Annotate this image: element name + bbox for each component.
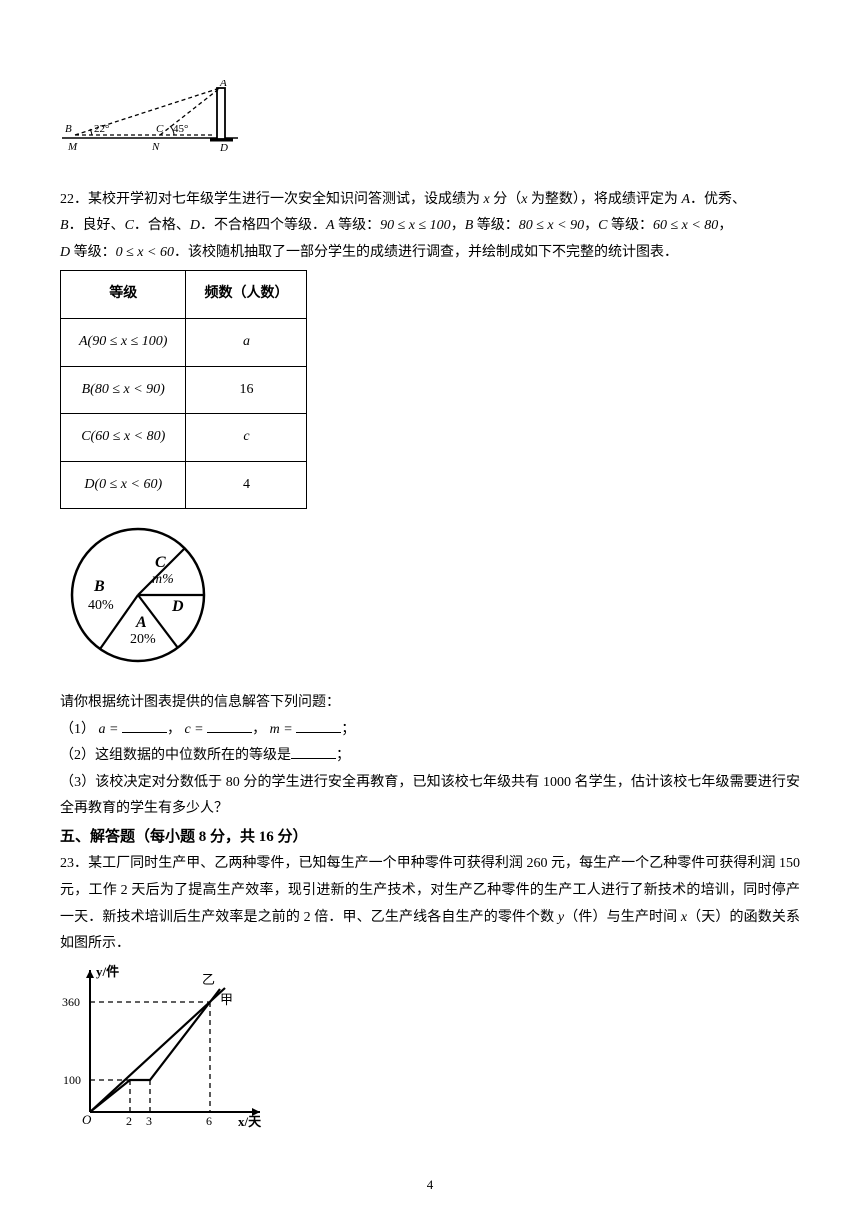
th-grade: 等级	[61, 271, 186, 319]
angle-45: 45°	[173, 123, 188, 135]
label-B: B	[65, 123, 72, 135]
q22-number: 22．	[60, 192, 88, 207]
th-count: 频数（人数）	[186, 271, 307, 319]
angle-22: 22°	[94, 123, 109, 135]
table-row: D(0 ≤ x < 60) 4	[61, 461, 307, 509]
pie-label-B: B	[93, 578, 105, 595]
xtick-2: 2	[126, 1114, 132, 1128]
label-C: C	[156, 123, 164, 135]
ytick-360: 360	[62, 995, 80, 1009]
page-number: 4	[0, 1173, 860, 1198]
q22-p1: （1） a = ， c = ， m = ；	[60, 717, 800, 744]
function-graph: y/件 x/天 O 360 100 2 3 6 乙 甲	[60, 962, 270, 1132]
blank-c[interactable]	[207, 719, 252, 733]
label-D: D	[219, 142, 228, 154]
pie-label-A: A	[135, 614, 147, 631]
q22-p3: （3）该校决定对分数低于 80 分的学生进行安全再教育，已知该校七年级共有 10…	[60, 770, 800, 823]
q23-number: 23．	[60, 856, 88, 871]
pie-label-D: D	[171, 598, 184, 615]
q23-text: 23．某工厂同时生产甲、乙两种零件，已知每生产一个甲种零件可获得利润 260 元…	[60, 851, 800, 957]
q22-text: 22．某校开学初对七年级学生进行一次安全知识问答测试，设成绩为 x 分（x 为整…	[60, 187, 800, 267]
frequency-table: 等级 频数（人数） A(90 ≤ x ≤ 100) a B(80 ≤ x < 9…	[60, 270, 307, 509]
pie-label-B40: 40%	[88, 598, 114, 613]
table-row: B(80 ≤ x < 90) 16	[61, 366, 307, 414]
blank-a[interactable]	[122, 719, 167, 733]
y-axis-label: y/件	[96, 964, 119, 979]
q22-p2: （2）这组数据的中位数所在的等级是；	[60, 743, 800, 770]
pie-label-A20: 20%	[130, 632, 156, 647]
xtick-6: 6	[206, 1114, 212, 1128]
table-row: C(60 ≤ x < 80) c	[61, 414, 307, 462]
pie-chart: C m% D A 20% B 40%	[60, 517, 220, 673]
pie-label-Cm: m%	[152, 572, 174, 587]
table-row: A(90 ≤ x ≤ 100) a	[61, 318, 307, 366]
label-N: N	[151, 141, 160, 153]
label-jia: 甲	[220, 992, 233, 1007]
xtick-3: 3	[146, 1114, 152, 1128]
angle-elevation-figure: A B C D M N 22° 45°	[60, 80, 240, 170]
x-axis-label: x/天	[238, 1114, 262, 1129]
pie-label-C: C	[155, 554, 166, 571]
ytick-100: 100	[63, 1073, 81, 1087]
blank-m[interactable]	[296, 719, 341, 733]
blank-median[interactable]	[291, 745, 336, 759]
label-A: A	[219, 80, 227, 89]
q22-prompt: 请你根据统计图表提供的信息解答下列问题：	[60, 690, 800, 717]
origin-label: O	[82, 1112, 92, 1127]
label-yi: 乙	[202, 972, 215, 987]
section-5-heading: 五、解答题（每小题 8 分，共 16 分）	[60, 823, 800, 852]
label-M: M	[67, 141, 78, 153]
